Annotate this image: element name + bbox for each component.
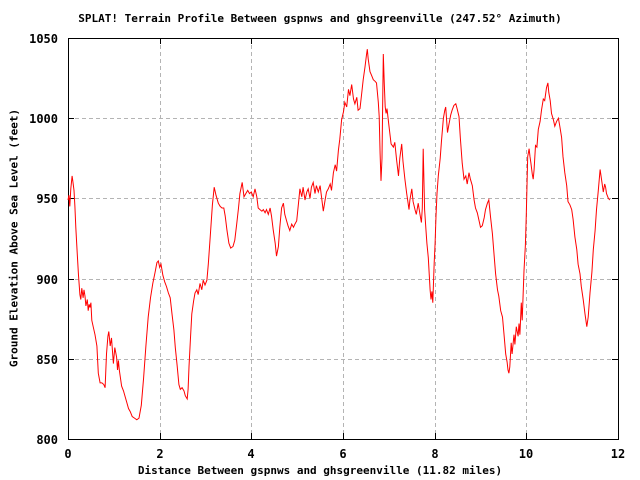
x-tick-label: 12 (610, 447, 626, 461)
x-tick-label: 2 (156, 447, 164, 461)
plot-border (68, 38, 619, 440)
y-tick-label: 1000 (29, 112, 58, 126)
y-tick-label: 900 (36, 273, 58, 287)
x-tick-label: 4 (247, 447, 255, 461)
x-axis-label: Distance Between gspnws and ghsgreenvill… (137, 464, 503, 477)
y-tick-label: 850 (36, 353, 58, 367)
x-tick-label: 8 (431, 447, 439, 461)
x-tick-label: 10 (518, 447, 534, 461)
x-tick-label: 0 (64, 447, 72, 461)
y-tick-label: 800 (36, 433, 58, 447)
y-tick-label: 950 (36, 192, 58, 206)
y-tick-label: 1050 (29, 32, 58, 46)
x-tick-label: 6 (339, 447, 347, 461)
terrain-profile-line (67, 49, 611, 421)
chart-title: SPLAT! Terrain Profile Between gspnws an… (78, 12, 562, 25)
